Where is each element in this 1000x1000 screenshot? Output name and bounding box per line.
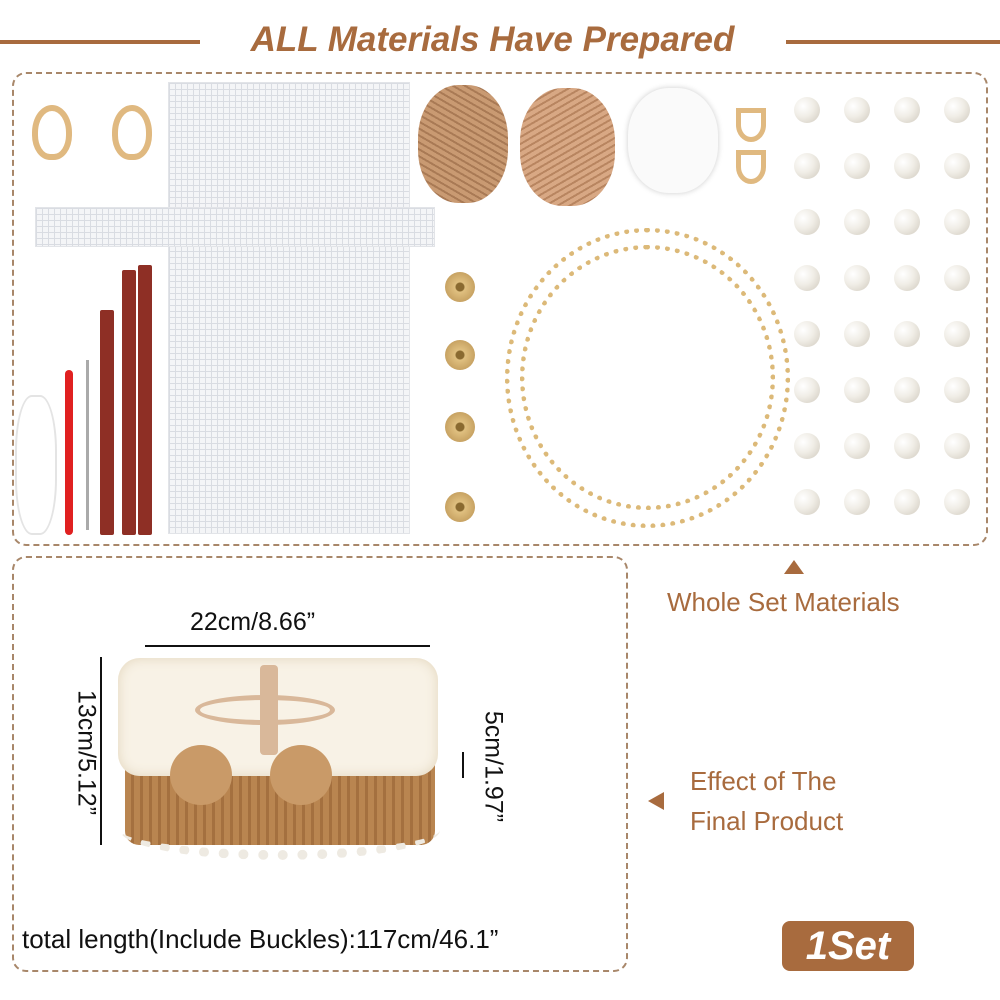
page-title: ALL Materials Have Prepared (250, 20, 735, 59)
product-label-line1: Effect of The (690, 766, 837, 796)
pompom (270, 745, 332, 805)
pearl-bead (894, 265, 920, 291)
pearl-bead (944, 321, 970, 347)
quantity-badge: 1Set (782, 921, 914, 971)
pearl-bead (794, 321, 820, 347)
pearl-bead (894, 489, 920, 515)
leather-strap (122, 270, 136, 535)
leather-strap (100, 310, 114, 535)
lobster-clasp (112, 105, 152, 160)
pearl-bead (844, 377, 870, 403)
height-dim: 13cm/5.12” (72, 689, 101, 816)
pearl-bead (944, 377, 970, 403)
pearl-bead (944, 209, 970, 235)
pearl-strap (120, 800, 440, 860)
d-ring (736, 108, 766, 142)
gold-chain (520, 245, 775, 510)
yarn-white (628, 88, 718, 193)
pearl-bead (894, 377, 920, 403)
pearl-bead (894, 321, 920, 347)
plastic-canvas-mesh-flap (35, 207, 435, 247)
pearl-bead (844, 321, 870, 347)
pearl-bead (944, 489, 970, 515)
header-rule-left (0, 40, 200, 44)
plastic-canvas-mesh (168, 82, 410, 534)
magnetic-snap (445, 340, 475, 370)
metal-needle (86, 360, 89, 530)
pearl-bead (794, 153, 820, 179)
materials-panel (12, 72, 988, 546)
plastic-needle (65, 370, 73, 535)
pearl-bead (794, 209, 820, 235)
lobster-clasp (32, 105, 72, 160)
pearl-bead (844, 433, 870, 459)
pearl-bead (794, 265, 820, 291)
magnetic-snap (445, 272, 475, 302)
depth-dim: 5cm/1.97” (479, 710, 508, 823)
header-rule-right (786, 40, 1000, 44)
gold-chain (505, 228, 790, 528)
pearl-bead (894, 209, 920, 235)
pearl-bead (944, 265, 970, 291)
leather-strap (138, 265, 152, 535)
pearl-bead (794, 377, 820, 403)
width-dim: 22cm/8.66” (190, 608, 316, 636)
pearl-bead (844, 97, 870, 123)
depth-dim-line (462, 752, 464, 778)
pearl-bead (794, 433, 820, 459)
pearl-bead (844, 489, 870, 515)
pearl-bead (844, 209, 870, 235)
yarn-light-brown (520, 88, 615, 206)
pearl-bead (844, 265, 870, 291)
arrow-left-icon (648, 792, 664, 810)
pearl-bead (894, 433, 920, 459)
magnetic-snap (445, 492, 475, 522)
total-length: total length(Include Buckles):117cm/46.1… (22, 924, 499, 954)
pearl-bead (894, 153, 920, 179)
magnetic-snap (445, 412, 475, 442)
height-dim-line (100, 657, 102, 845)
pearl-bead (794, 489, 820, 515)
pearl-bead (944, 433, 970, 459)
d-ring (736, 150, 766, 184)
pearl-beads-grid (794, 97, 974, 527)
thread-bundle (15, 395, 57, 535)
arrow-up-icon (784, 560, 804, 574)
pearl-bead (944, 153, 970, 179)
materials-label: Whole Set Materials (667, 587, 900, 617)
product-label-line2: Final Product (690, 806, 844, 836)
pearl-bead (844, 153, 870, 179)
pearl-bead (894, 97, 920, 123)
product-panel (12, 556, 628, 972)
pearl-bead (794, 97, 820, 123)
pompom (170, 745, 232, 805)
bow (195, 695, 335, 725)
pearl-bead (944, 97, 970, 123)
yarn-tan (418, 85, 508, 203)
width-dim-line (145, 645, 430, 647)
